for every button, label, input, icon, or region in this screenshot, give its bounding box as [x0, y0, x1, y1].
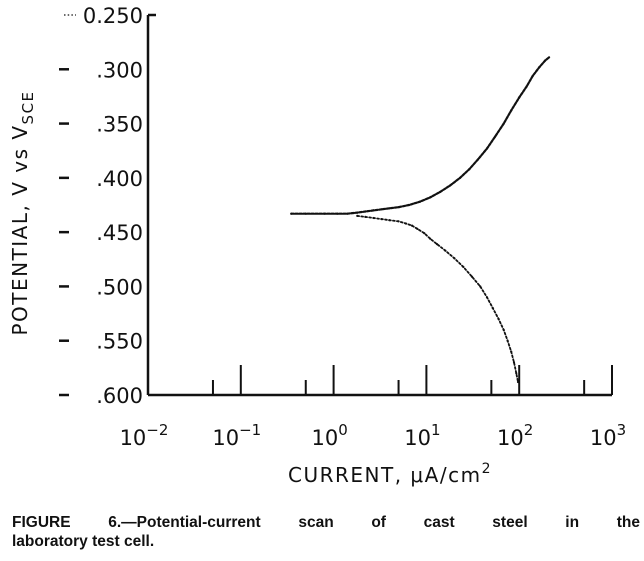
- x-axis-label-sup: 2: [482, 461, 492, 477]
- data-point: [502, 122, 505, 125]
- x-axis-label-text: CURRENT, μA/cm: [288, 463, 482, 487]
- data-point: [435, 243, 439, 246]
- data-point: [449, 184, 452, 187]
- caption-line-2: laboratory test cell.: [12, 533, 155, 550]
- x-tick-label: 10−2: [120, 421, 169, 450]
- x-tick-label: 101: [404, 421, 440, 450]
- data-point: [304, 212, 307, 215]
- data-series: [290, 56, 551, 384]
- data-point: [407, 203, 411, 207]
- y-tick-label: .400: [96, 167, 143, 191]
- data-point: [531, 74, 534, 77]
- data-point: [476, 158, 480, 161]
- data-point: [388, 207, 391, 210]
- data-point: [364, 215, 367, 218]
- data-point: [516, 380, 520, 384]
- data-point: [356, 214, 359, 217]
- y-ticks: 0.250 .300 .350 .400 .450 .500 .550 .600: [59, 4, 143, 408]
- x-tick-label: 100: [311, 421, 347, 450]
- data-point: [372, 209, 375, 212]
- y-tick-label: .550: [96, 330, 143, 354]
- y-axis-label-sub: SCE: [19, 90, 37, 124]
- data-point: [429, 237, 432, 240]
- data-point: [462, 265, 465, 268]
- y-tick-label: 0.250: [83, 4, 143, 28]
- data-point: [525, 85, 528, 88]
- polarization-chart: 10−2 10−1 100 101 102 103 0.250 .300 .350 .400 .4…: [8, 4, 626, 487]
- x-tick-label: 102: [497, 421, 533, 450]
- data-point: [479, 285, 482, 288]
- x-axis-label: CURRENT, μA/cm2: [288, 461, 492, 487]
- data-point: [336, 212, 339, 215]
- data-point: [346, 212, 349, 215]
- data-point: [423, 232, 426, 235]
- data-point: [491, 307, 494, 310]
- data-point: [458, 176, 462, 179]
- y-axis-label-text: POTENTIAL, V vs V: [8, 124, 32, 335]
- series-curve: [356, 215, 519, 383]
- y-tick-label: .500: [96, 275, 143, 299]
- series-curve: [290, 56, 551, 215]
- data-point: [494, 135, 497, 138]
- data-point: [410, 224, 414, 227]
- x-tick-label: 103: [590, 421, 626, 450]
- data-point: [380, 218, 383, 221]
- x-tick-label: 10−1: [212, 421, 261, 450]
- data-point: [290, 212, 293, 215]
- data-point: [515, 372, 518, 375]
- y-tick-label: .600: [96, 384, 143, 408]
- data-point: [380, 208, 383, 211]
- y-tick-label: .350: [96, 113, 143, 137]
- caption-line-1: FIGURE 6.—Potential-current scan of cast…: [12, 514, 640, 531]
- data-point: [372, 216, 375, 220]
- data-point: [502, 328, 505, 331]
- axes: [146, 13, 612, 397]
- data-point: [485, 296, 489, 299]
- data-point: [538, 66, 541, 69]
- data-point: [397, 206, 400, 209]
- data-point: [429, 196, 432, 199]
- data-point: [404, 222, 407, 225]
- data-point: [416, 227, 419, 230]
- figure-caption: FIGURE 6.—Potential-current scan of cast…: [12, 513, 640, 551]
- data-point: [388, 219, 391, 222]
- data-point: [497, 317, 500, 321]
- data-point: [356, 211, 359, 214]
- data-point: [364, 210, 367, 213]
- data-point: [512, 361, 516, 364]
- data-point: [544, 59, 547, 62]
- y-tick-label: .450: [96, 221, 143, 245]
- data-point: [510, 350, 513, 353]
- data-point: [470, 275, 474, 278]
- data-point: [418, 200, 421, 203]
- data-point: [485, 147, 489, 150]
- y-tick-label: .300: [96, 58, 143, 82]
- y-axis-label: POTENTIAL, V vs VSCE: [8, 90, 37, 335]
- data-point: [468, 168, 471, 171]
- data-point: [548, 56, 551, 59]
- data-point: [518, 96, 521, 99]
- data-point: [438, 190, 442, 194]
- x-ticks: 10−2 10−1 100 101 102 103: [120, 365, 626, 450]
- data-point: [397, 220, 400, 223]
- data-point: [506, 339, 509, 342]
- data-point: [444, 249, 447, 252]
- data-point: [323, 212, 326, 215]
- data-point: [510, 109, 513, 112]
- data-point: [453, 257, 456, 260]
